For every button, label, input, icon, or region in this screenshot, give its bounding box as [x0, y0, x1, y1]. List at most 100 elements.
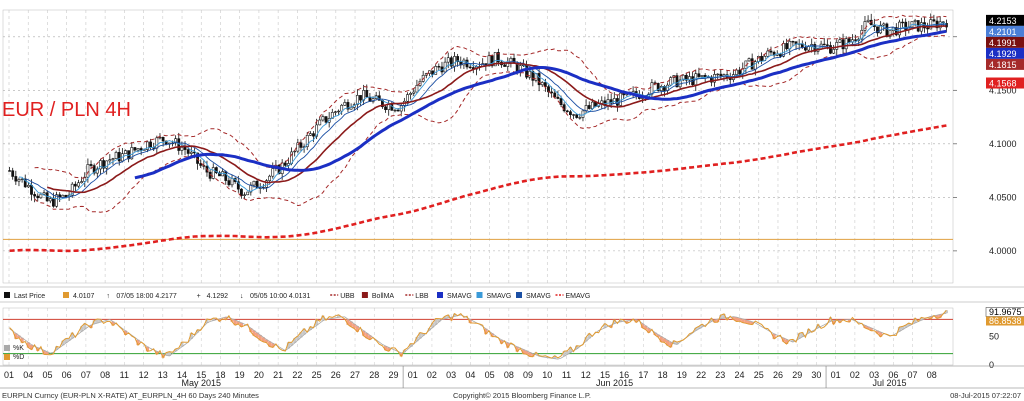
- legend-item-label: 4.1292: [207, 293, 229, 300]
- candle-body: [590, 101, 594, 109]
- candle-body: [876, 26, 879, 34]
- x-day-label: 01: [831, 370, 841, 380]
- smavg-slow-line: [134, 29, 947, 180]
- legend-item-label: LBB: [415, 293, 429, 300]
- candle-body: [863, 21, 867, 31]
- candle-body: [218, 172, 221, 177]
- candle-body: [80, 181, 84, 184]
- candle-body: [926, 27, 930, 30]
- chart-title: EUR / PLN 4H: [2, 99, 131, 121]
- candle-body: [124, 150, 127, 154]
- candle-body: [929, 19, 933, 30]
- candle-body: [446, 57, 450, 63]
- candle-body: [688, 76, 691, 81]
- candle-body: [700, 74, 704, 77]
- candle-body: [888, 30, 892, 37]
- candle-body: [760, 56, 763, 61]
- candle-body: [503, 64, 507, 67]
- candle-body: [61, 194, 65, 198]
- price-label: 4.1815: [989, 60, 1017, 70]
- x-day-label: 02: [427, 370, 437, 380]
- price-label: 4.2101: [989, 27, 1017, 37]
- candle-body: [136, 148, 140, 151]
- candle-body: [393, 109, 397, 112]
- candle-body: [543, 82, 547, 87]
- x-day-label: 04: [23, 370, 33, 380]
- candle-body: [669, 77, 673, 86]
- candle-body: [26, 184, 30, 188]
- candle-body: [409, 92, 413, 95]
- candle-body: [885, 23, 889, 37]
- candle-body: [396, 109, 400, 112]
- legend-swatch: [63, 292, 69, 298]
- x-day-label: 06: [62, 370, 72, 380]
- candle-body: [299, 142, 303, 148]
- candle-body: [77, 182, 80, 187]
- candle-body: [822, 43, 826, 46]
- main-legend: Last Price 4.0107 ↑ 07/05 18:00 4.2177 +4.12…: [0, 286, 1024, 303]
- legend-item-label: 07/05 18:00 4.2177: [116, 293, 176, 300]
- candle-body: [550, 91, 554, 94]
- x-month-label: Jun 2015: [596, 378, 633, 388]
- candle-body: [932, 19, 936, 22]
- legend-item-label: UBB: [340, 293, 355, 300]
- candle-body: [268, 175, 272, 181]
- candle-body: [230, 178, 234, 186]
- candle-body: [92, 165, 96, 174]
- x-day-label: 14: [177, 370, 187, 380]
- y-tick-label: 4.0500: [989, 192, 1017, 202]
- legend-swatch: [516, 292, 522, 298]
- x-day-label: 20: [254, 370, 264, 380]
- x-day-label: 09: [523, 370, 533, 380]
- candle-body: [86, 164, 90, 178]
- candle-body: [337, 110, 340, 113]
- x-day-label: 05: [42, 370, 52, 380]
- candle-body: [684, 74, 688, 81]
- candle-body: [838, 39, 842, 43]
- candle-body: [89, 164, 93, 166]
- candle-body: [324, 116, 328, 123]
- candle-body: [158, 136, 162, 139]
- candle-body: [114, 152, 118, 159]
- candle-body: [462, 59, 466, 66]
- osc-y-tick-label: 0: [989, 360, 994, 370]
- candle-body: [139, 148, 143, 151]
- legend-item-label: 05/05 10:00 4.0131: [250, 293, 310, 300]
- osc-legend-swatch: [4, 354, 10, 360]
- candle-body: [315, 124, 319, 137]
- candle-body: [174, 138, 178, 144]
- candle-body: [384, 106, 387, 110]
- indicator-lines: [9, 14, 947, 253]
- x-day-label: 17: [638, 370, 648, 380]
- x-day-label: 02: [850, 370, 860, 380]
- candle-body: [559, 98, 563, 105]
- legend-item-label: EMAVG: [566, 293, 591, 300]
- candle-body: [36, 195, 40, 199]
- main-frame: [2, 9, 954, 284]
- x-day-label: 01: [408, 370, 418, 380]
- candle-body: [619, 92, 622, 106]
- legend-item-label: SMAVG: [447, 293, 472, 300]
- x-day-label: 10: [542, 370, 552, 380]
- legend-swatch: [361, 292, 368, 298]
- candle-body: [149, 141, 152, 148]
- candle-body: [133, 147, 137, 151]
- candle-body: [540, 82, 544, 86]
- price-label: 4.1568: [989, 79, 1017, 89]
- candle-body: [99, 160, 102, 170]
- x-day-label: 18: [215, 370, 225, 380]
- x-day-label: 04: [465, 370, 475, 380]
- candle-body: [412, 91, 416, 94]
- candle-body: [609, 99, 613, 104]
- osc-y-tick-label: 50: [989, 332, 999, 342]
- candle-body: [296, 142, 300, 152]
- candle-body: [52, 198, 55, 207]
- candle-body: [913, 20, 917, 22]
- candle-body: [14, 176, 18, 182]
- candle-body: [434, 66, 438, 75]
- candle-body: [105, 160, 109, 169]
- candle-body: [243, 194, 246, 196]
- candle-body: [453, 56, 456, 67]
